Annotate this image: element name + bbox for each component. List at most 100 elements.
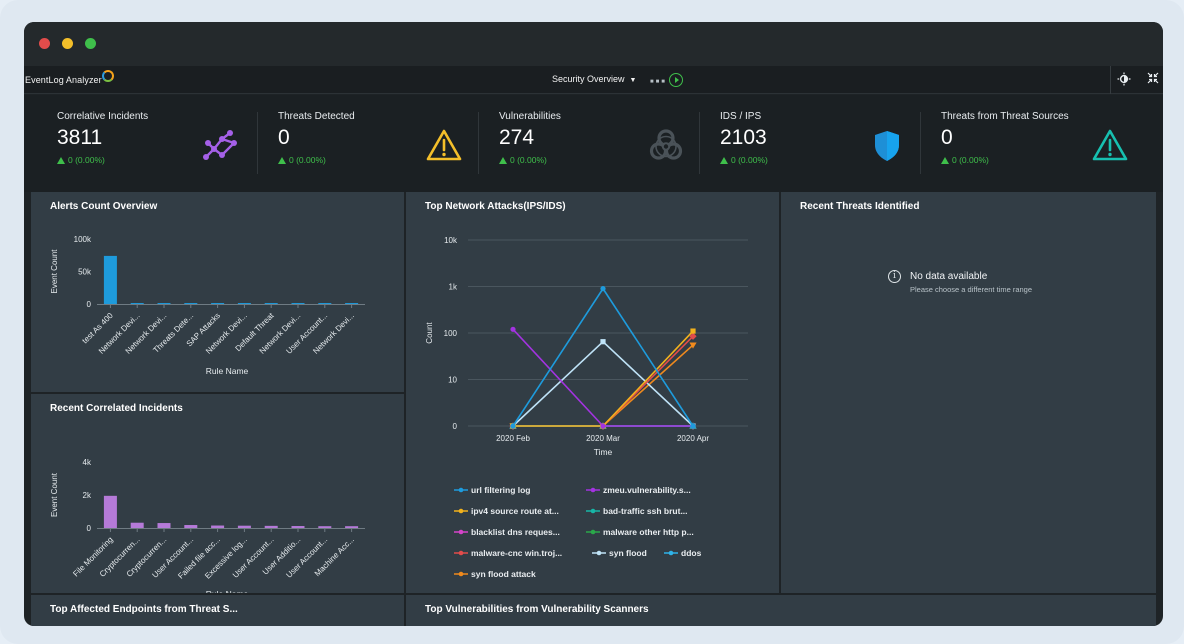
app-logo-icon <box>102 70 114 82</box>
legend-label: zmeu.vulnerability.s... <box>603 485 691 495</box>
x-axis-label: Rule Name <box>206 589 249 593</box>
stat-label: Vulnerabilities <box>499 111 561 122</box>
stat-label: IDS / IPS <box>720 111 762 122</box>
x-axis-label: Time <box>594 447 613 457</box>
legend-label: ddos <box>681 548 702 558</box>
trend-up-icon <box>278 157 286 164</box>
legend-item[interactable]: malware other http p... <box>586 527 694 537</box>
alerts-count-panel: Alerts Count Overview 0 50k 100k test As 40… <box>31 192 404 392</box>
legend-swatch <box>454 487 468 493</box>
chart-bar <box>130 522 144 528</box>
stat-ids-ips[interactable]: IDS / IPS 2103 0 (0.00%) <box>720 95 920 192</box>
legend-label: blacklist dns reques... <box>471 527 560 537</box>
stat-value: 0 <box>941 126 953 149</box>
y-tick-label: 100k <box>74 235 92 244</box>
app-logo-text[interactable]: EventLog Analyzer <box>25 75 102 85</box>
view-selector-label: Security Overview <box>552 74 625 84</box>
y-tick-label: 10 <box>448 376 457 385</box>
stat-vulnerabilities[interactable]: Vulnerabilities 274 0 (0.00%) <box>499 95 699 192</box>
chart-bar <box>318 526 332 528</box>
stat-label: Correlative Incidents <box>57 111 149 122</box>
legend-item[interactable]: malware-cnc win.troj... <box>454 548 562 558</box>
minimize-window-button[interactable] <box>62 38 73 49</box>
no-data-hint: Please choose a different time range <box>910 285 1033 294</box>
legend-swatch <box>454 529 468 535</box>
legend-label: syn flood <box>609 548 647 558</box>
collapse-arrows-icon[interactable] <box>1145 72 1161 88</box>
legend-swatch-marker <box>458 487 464 493</box>
y-tick-label: 50k <box>78 268 92 277</box>
stat-delta: 0 (0.00%) <box>278 155 326 165</box>
stat-delta-text: 0 (0.00%) <box>952 155 989 165</box>
y-tick-label: 0 <box>87 524 92 533</box>
data-point <box>600 423 606 429</box>
y-tick-label: 0 <box>453 422 458 431</box>
play-slideshow-icon[interactable] <box>669 73 683 87</box>
view-selector-dropdown[interactable]: Security Overview ▼ <box>552 74 636 84</box>
legend-item[interactable]: ipv4 source route at... <box>454 506 559 516</box>
legend-swatch <box>592 550 606 556</box>
stat-threat-sources[interactable]: Threats from Threat Sources 0 0 (0.00%) <box>941 95 1151 192</box>
legend-swatch-marker <box>458 571 464 577</box>
trend-up-icon <box>499 157 507 164</box>
y-tick-label: 10k <box>444 236 458 245</box>
x-tick-label: 2020 Feb <box>496 434 530 443</box>
legend-swatch-marker <box>458 529 464 535</box>
y-axis-label: Event Count <box>50 249 59 294</box>
chart-bar <box>130 303 144 305</box>
chart-bar <box>103 255 117 304</box>
slideshow-dots-icon[interactable]: ■■■ <box>650 79 667 85</box>
app-header: EventLog Analyzer Security Overview ▼ ■■■ <box>24 66 1163 94</box>
legend-item[interactable]: syn flood attack <box>454 569 536 579</box>
trend-up-icon <box>57 157 65 164</box>
legend-swatch <box>586 508 600 514</box>
stat-divider <box>699 112 700 174</box>
legend-swatch <box>586 529 600 535</box>
stat-delta: 0 (0.00%) <box>720 155 768 165</box>
chart-bar <box>184 303 198 305</box>
legend-label: bad-traffic ssh brut... <box>603 506 688 516</box>
panel-title: Alerts Count Overview <box>50 201 158 212</box>
chart-bar <box>157 303 171 305</box>
correlated-incidents-panel: Recent Correlated Incidents 0 2k 4k File Mo… <box>31 394 404 593</box>
x-axis-label: Rule Name <box>206 366 249 376</box>
legend-item[interactable]: url filtering log <box>454 485 531 495</box>
stats-strip: Correlative Incidents 3811 0 (0.00%) Thr… <box>24 95 1163 192</box>
legend-item[interactable]: zmeu.vulnerability.s... <box>586 485 691 495</box>
legend-item[interactable]: syn flood <box>592 548 647 558</box>
legend-label: syn flood attack <box>471 569 536 579</box>
maximize-window-button[interactable] <box>85 38 96 49</box>
data-point <box>510 423 516 429</box>
y-tick-label: 0 <box>87 300 92 309</box>
legend-swatch-marker <box>590 529 596 535</box>
network-attacks-chart: 0 10 100 1k 10k 2020 Feb 2020 Mar 2020 Apr Time C… <box>425 236 748 457</box>
stat-correlative-incidents[interactable]: Correlative Incidents 3811 0 (0.00%) <box>57 95 257 192</box>
chart-bar <box>318 303 332 305</box>
stat-delta-text: 0 (0.00%) <box>731 155 768 165</box>
chart-bar <box>211 525 225 528</box>
stat-threats-detected[interactable]: Threats Detected 0 0 (0.00%) <box>278 95 478 192</box>
legend-swatch-marker <box>668 550 674 556</box>
legend-item[interactable]: blacklist dns reques... <box>454 527 560 537</box>
alert-triangle-icon <box>1092 129 1128 161</box>
stat-divider <box>920 112 921 174</box>
legend-item[interactable]: bad-traffic ssh brut... <box>586 506 688 516</box>
stat-delta-text: 0 (0.00%) <box>289 155 326 165</box>
chart-bar <box>237 525 251 528</box>
legend-label: ipv4 source route at... <box>471 506 559 516</box>
stat-value: 274 <box>499 126 535 149</box>
panel-title: Top Network Attacks(IPS/IDS) <box>425 201 566 212</box>
legend-label: malware-cnc win.troj... <box>471 548 563 558</box>
legend-item[interactable]: ddos <box>664 548 701 558</box>
legend-label: malware other http p... <box>603 527 694 537</box>
series-line <box>513 330 694 427</box>
close-window-button[interactable] <box>39 38 50 49</box>
chart-bar <box>291 526 305 528</box>
stat-delta-text: 0 (0.00%) <box>68 155 105 165</box>
chart-bar <box>291 303 305 305</box>
y-tick-label: 2k <box>83 491 92 500</box>
biohazard-icon <box>649 129 683 160</box>
theme-toggle-icon[interactable] <box>1116 72 1132 88</box>
affected-endpoints-panel: Top Affected Endpoints from Threat S... <box>31 595 404 626</box>
stat-delta: 0 (0.00%) <box>941 155 989 165</box>
